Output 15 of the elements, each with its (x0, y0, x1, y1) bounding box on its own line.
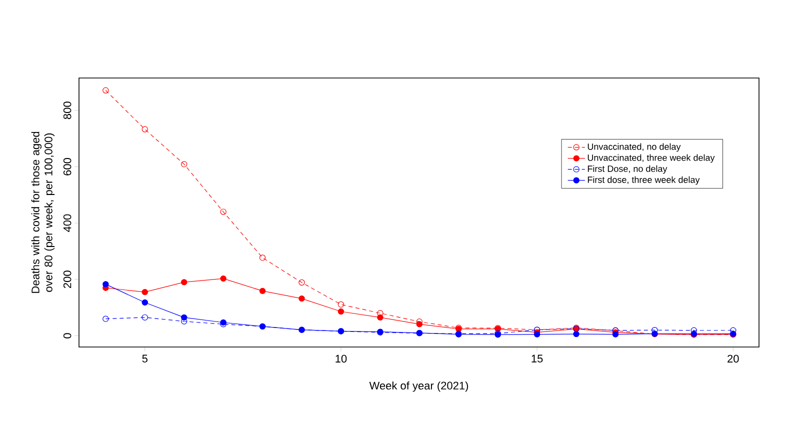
legend-label: First dose, three week delay (588, 176, 700, 185)
y-tick-label: 400 (63, 214, 72, 232)
y-tick-label: 200 (63, 270, 72, 288)
x-tick-label: 10 (336, 354, 347, 363)
x-axis-title: Week of year (2021) (369, 381, 468, 392)
y-tick-label: 800 (63, 102, 72, 120)
x-tick-label: 15 (532, 354, 543, 362)
y-tick-label: 0 (63, 333, 72, 338)
y-tick-label: 600 (63, 158, 72, 176)
legend-label: Unvaccinated, three week delay (588, 154, 715, 163)
x-tick-label: 5 (142, 354, 148, 362)
y-axis-title: Deaths with covid for those aged over 80 (per week, per 100,000) (31, 132, 55, 293)
x-tick-label: 20 (728, 354, 739, 363)
legend-label: First Dose, no delay (588, 165, 668, 174)
legend-label: Unvaccinated, no delay (588, 143, 681, 152)
